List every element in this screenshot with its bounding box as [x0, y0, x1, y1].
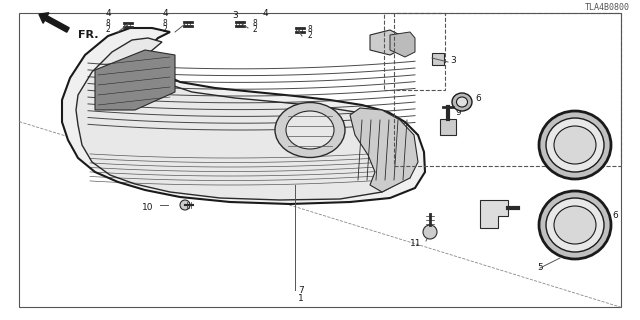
Text: 1: 1 [298, 294, 304, 303]
Text: FR.: FR. [78, 30, 99, 40]
Text: TLA4B0800: TLA4B0800 [585, 3, 630, 12]
FancyArrow shape [39, 13, 69, 32]
Text: 6: 6 [612, 211, 618, 220]
Polygon shape [480, 200, 508, 228]
Text: 2: 2 [106, 25, 110, 34]
Ellipse shape [286, 111, 334, 149]
Ellipse shape [456, 97, 467, 107]
Polygon shape [370, 30, 400, 55]
Text: 2: 2 [308, 31, 312, 40]
Text: 4: 4 [105, 9, 111, 18]
Text: 6: 6 [475, 93, 481, 102]
Text: 2: 2 [253, 25, 257, 34]
Text: 7: 7 [298, 286, 304, 295]
Text: 11: 11 [410, 239, 422, 249]
Bar [394, 13, 621, 166]
Circle shape [180, 200, 190, 210]
Text: 3: 3 [232, 11, 238, 20]
Circle shape [423, 225, 437, 239]
Ellipse shape [554, 126, 596, 164]
Ellipse shape [539, 191, 611, 259]
Ellipse shape [546, 118, 604, 172]
Text: 4: 4 [162, 9, 168, 18]
Polygon shape [62, 28, 425, 204]
Polygon shape [390, 32, 415, 57]
Ellipse shape [546, 198, 604, 252]
Text: 8: 8 [253, 19, 257, 28]
Ellipse shape [554, 206, 596, 244]
Text: 8: 8 [106, 19, 110, 28]
Polygon shape [95, 50, 175, 110]
Bar [432, 53, 444, 65]
Polygon shape [350, 108, 418, 192]
Ellipse shape [275, 102, 345, 157]
Text: 3: 3 [450, 55, 456, 65]
Text: 5: 5 [537, 263, 543, 272]
Text: 8: 8 [308, 25, 312, 34]
Text: 9: 9 [455, 108, 461, 116]
Ellipse shape [452, 93, 472, 111]
Ellipse shape [539, 111, 611, 179]
Bar [384, 13, 445, 90]
Text: 8: 8 [163, 19, 168, 28]
Bar [440, 119, 456, 135]
Text: 4: 4 [262, 9, 268, 18]
Text: 2: 2 [163, 25, 168, 34]
Text: 10: 10 [141, 203, 153, 212]
Polygon shape [76, 38, 416, 200]
